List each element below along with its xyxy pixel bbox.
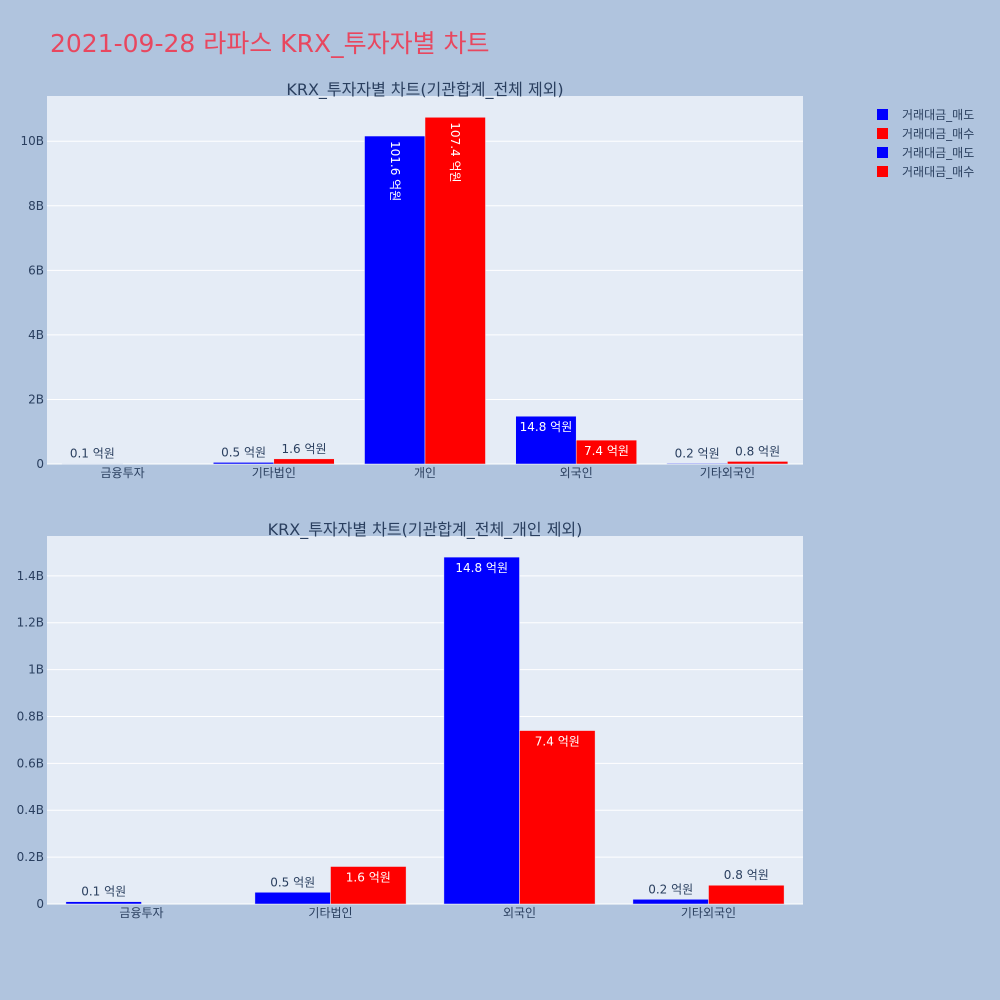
- chart1-data-label: 14.8 억원: [520, 420, 573, 434]
- chart2-y-tick-label: 1.4B: [17, 569, 44, 583]
- chart2-data-label: 1.6 억원: [346, 870, 391, 884]
- chart1-bar: [273, 458, 335, 465]
- chart2-data-label: 0.2 억원: [648, 882, 693, 896]
- legend-swatch: [877, 109, 888, 120]
- chart1-bar: [575, 439, 637, 465]
- legend-label: 거래대금_매도: [902, 146, 974, 160]
- chart2-x-tick-label: 외국인: [503, 906, 536, 920]
- chart2-y-tick-label: 0: [36, 897, 44, 911]
- chart1-bar: [364, 135, 426, 465]
- legend-swatch: [877, 166, 888, 177]
- chart1-data-label: 0.8 억원: [735, 444, 780, 458]
- chart2-plot-area: [47, 536, 803, 904]
- chart2-y-tick-label: 0.4B: [17, 803, 44, 817]
- legend-swatch: [877, 147, 888, 158]
- chart2-data-label: 0.1 억원: [81, 885, 126, 899]
- chart1-y-tick-label: 0: [36, 457, 44, 471]
- chart2-x-tick-label: 기타외국인: [681, 906, 736, 920]
- legend-label: 거래대금_매수: [902, 127, 974, 141]
- chart2-title: KRX_투자자별 차트(기관합계_전체_개인 제외): [268, 520, 583, 540]
- chart1-bar: [424, 117, 486, 465]
- chart2-bar: [708, 884, 785, 905]
- chart1-data-label: 7.4 억원: [584, 444, 629, 458]
- chart2-data-label: 0.8 억원: [724, 868, 769, 882]
- chart2-data-label: 14.8 억원: [455, 561, 508, 575]
- chart2-x-tick-label: 금융투자: [119, 906, 163, 920]
- chart2-data-label: 0.5 억원: [270, 875, 315, 889]
- chart1-data-label: 101.6 억원: [388, 141, 402, 201]
- chart1-y-tick-label: 2B: [28, 392, 44, 406]
- chart1-data-label: 0.1 억원: [70, 447, 115, 461]
- chart1-data-label: 107.4 억원: [448, 122, 462, 182]
- chart1-data-label: 0.5 억원: [221, 445, 266, 459]
- chart2-bar: [254, 892, 331, 905]
- page-title: 2021-09-28 라파스 KRX_투자자별 차트: [50, 29, 490, 58]
- chart1-x-tick-label: 기타외국인: [700, 466, 755, 480]
- chart2-y-tick-label: 1.2B: [17, 616, 44, 630]
- chart1-bar: [666, 463, 728, 465]
- chart1-x-tick-label: 개인: [414, 466, 436, 480]
- chart1-x-tick-label: 외국인: [560, 466, 593, 480]
- chart1-x-tick-label: 금융투자: [101, 466, 145, 480]
- chart2-x-tick-label: 기타법인: [308, 906, 352, 920]
- legend-label: 거래대금_매도: [902, 108, 974, 122]
- chart1-data-label: 1.6 억원: [282, 442, 327, 456]
- chart2-y-tick-label: 0.8B: [17, 709, 44, 723]
- chart1-title: KRX_투자자별 차트(기관합계_전체 제외): [286, 80, 563, 100]
- chart1-y-tick-label: 8B: [28, 199, 44, 213]
- chart2-bar: [65, 901, 142, 905]
- chart1-y-tick-label: 4B: [28, 328, 44, 342]
- chart1-bar: [213, 462, 275, 465]
- chart2-y-tick-label: 1B: [28, 663, 44, 677]
- chart2-bar: [519, 730, 596, 905]
- chart1-bar: [515, 415, 577, 465]
- chart1-bar: [727, 461, 789, 465]
- chart1-x-tick-label: 기타법인: [252, 466, 296, 480]
- chart2-bar: [632, 899, 709, 905]
- chart1-y-tick-label: 6B: [28, 263, 44, 277]
- legend-label: 거래대금_매수: [902, 165, 974, 179]
- chart1-data-label: 0.2 억원: [675, 446, 720, 460]
- chart2-bar: [443, 556, 520, 905]
- chart2-y-tick-label: 0.2B: [17, 850, 44, 864]
- chart2-data-label: 7.4 억원: [535, 735, 580, 749]
- chart1-y-tick-label: 10B: [20, 134, 44, 148]
- chart2-bar: [330, 866, 407, 905]
- chart2-y-tick-label: 0.6B: [17, 756, 44, 770]
- legend-swatch: [877, 128, 888, 139]
